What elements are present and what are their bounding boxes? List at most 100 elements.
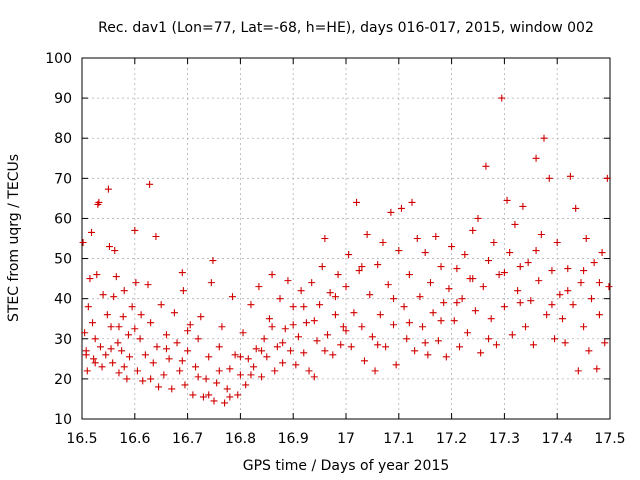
data-point — [366, 291, 374, 299]
data-point — [231, 351, 239, 359]
data-point — [471, 307, 479, 315]
data-point — [215, 343, 223, 351]
data-point — [429, 309, 437, 317]
x-tick-label: 17 — [337, 431, 355, 447]
data-point — [363, 230, 371, 238]
data-point — [595, 311, 603, 319]
data-point — [556, 291, 564, 299]
data-point — [358, 323, 366, 331]
data-point — [374, 341, 382, 349]
data-point — [324, 331, 332, 339]
data-point — [553, 239, 561, 247]
data-point — [176, 367, 184, 375]
data-point — [453, 265, 461, 273]
data-point — [485, 257, 493, 265]
data-point — [495, 271, 503, 279]
data-point — [469, 226, 477, 234]
data-point — [192, 363, 200, 371]
data-point — [342, 327, 350, 335]
data-point — [337, 341, 345, 349]
data-point — [387, 208, 395, 216]
data-point — [242, 381, 250, 389]
data-point — [310, 373, 318, 381]
data-point — [437, 317, 445, 325]
data-point — [445, 285, 453, 293]
data-point — [434, 337, 442, 345]
data-point — [107, 345, 115, 353]
data-point — [104, 185, 112, 193]
data-point — [564, 265, 572, 273]
data-point — [310, 317, 318, 325]
data-point — [342, 283, 350, 291]
data-point — [379, 239, 387, 247]
data-point — [321, 235, 329, 242]
data-point — [456, 343, 464, 351]
y-tick-label: 20 — [54, 372, 72, 388]
data-point — [260, 335, 268, 343]
data-point — [424, 351, 432, 359]
data-point — [281, 325, 289, 333]
data-point — [537, 230, 545, 238]
data-point — [540, 134, 548, 142]
y-tick-label: 10 — [54, 412, 72, 428]
data-point — [582, 235, 590, 242]
data-point — [86, 275, 94, 283]
data-point — [419, 323, 427, 331]
data-point — [321, 347, 329, 355]
data-point — [153, 343, 161, 351]
data-point — [287, 347, 295, 355]
data-point — [300, 349, 308, 357]
y-tick-label: 70 — [54, 171, 72, 187]
data-point — [580, 267, 588, 275]
data-point — [173, 339, 181, 347]
data-point — [276, 295, 284, 303]
data-point — [96, 343, 104, 351]
data-point — [279, 339, 287, 347]
data-point — [461, 251, 469, 259]
data-point — [376, 311, 384, 319]
data-point — [463, 329, 471, 337]
data-point — [574, 367, 582, 375]
data-point — [421, 249, 429, 257]
data-point — [160, 371, 168, 379]
data-point — [265, 315, 273, 323]
data-point — [485, 335, 493, 343]
data-point — [360, 357, 368, 365]
data-point — [205, 391, 213, 399]
data-point — [482, 162, 490, 170]
x-tick-label: 17.5 — [594, 431, 625, 447]
data-point — [115, 323, 123, 331]
data-point — [603, 174, 611, 182]
data-point — [292, 361, 300, 369]
data-point — [247, 371, 255, 379]
data-point — [149, 359, 157, 367]
data-point — [141, 351, 149, 359]
data-point — [490, 239, 498, 247]
data-point — [147, 375, 155, 383]
data-point — [250, 363, 258, 371]
data-point — [178, 357, 186, 365]
data-point — [91, 335, 99, 343]
data-point — [408, 198, 416, 206]
data-point — [500, 303, 508, 311]
data-point — [318, 263, 326, 271]
data-point — [170, 309, 178, 317]
data-point — [207, 279, 215, 287]
x-tick-label: 16.9 — [278, 431, 309, 447]
data-point — [209, 257, 217, 265]
data-point — [98, 363, 106, 371]
data-point — [114, 339, 122, 347]
data-point — [194, 335, 202, 343]
data-point — [529, 341, 537, 349]
data-point — [353, 198, 361, 206]
data-point — [268, 271, 276, 279]
data-point — [120, 287, 128, 295]
data-point — [83, 367, 91, 375]
data-point — [605, 283, 613, 291]
data-point — [326, 289, 334, 297]
data-point — [186, 321, 194, 329]
data-point — [532, 247, 540, 255]
data-point — [218, 323, 226, 331]
data-point — [223, 385, 231, 393]
data-point — [593, 365, 601, 373]
